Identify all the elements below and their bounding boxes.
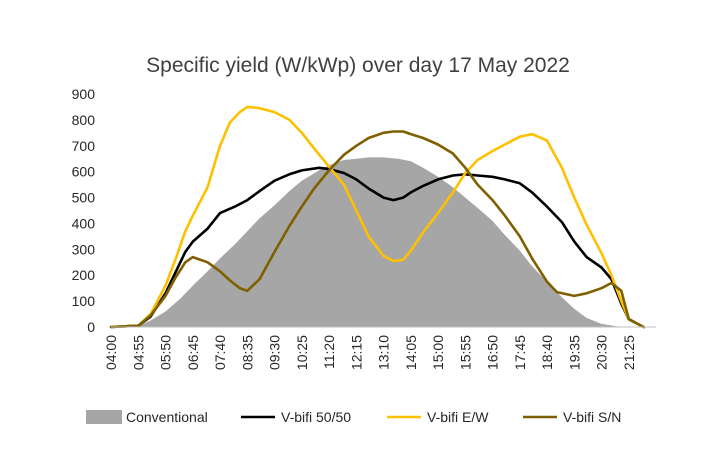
x-tick-label: 05:50 [158, 335, 174, 370]
x-tick-label: 14:05 [403, 335, 419, 370]
series-area-conventional [111, 157, 644, 327]
series-line-v-bifi-50-50 [109, 166, 645, 329]
x-tick-label: 04:55 [130, 335, 146, 370]
x-tick-label: 19:35 [566, 335, 582, 370]
y-tick-label: 800 [72, 112, 96, 128]
y-tick-label: 500 [72, 190, 96, 206]
series-line-v-bifi-e-w [109, 105, 645, 329]
y-tick-label: 400 [72, 215, 96, 231]
y-tick-label: 300 [72, 241, 96, 257]
x-tick-label: 12:15 [348, 335, 364, 370]
y-tick-label: 100 [72, 293, 96, 309]
legend-swatch [86, 410, 122, 424]
x-tick-label: 13:10 [376, 335, 392, 370]
legend-label: V-bifi 50/50 [281, 409, 351, 425]
x-tick-label: 21:25 [621, 335, 637, 370]
x-tick-label: 15:55 [457, 335, 473, 370]
x-tick-label: 17:45 [512, 335, 528, 370]
x-tick-label: 10:25 [294, 335, 310, 370]
legend-label: V-bifi S/N [563, 409, 621, 425]
plot-area [109, 105, 645, 329]
x-tick-label: 11:20 [321, 335, 337, 369]
x-tick-label: 15:00 [430, 335, 446, 370]
series-line-v-bifi-s-n [109, 130, 645, 329]
x-tick-label: 04:00 [103, 335, 119, 370]
x-tick-label: 07:40 [212, 335, 228, 370]
legend: Conventional V-bifi 50/50 V-bifi E/W V-bifi… [86, 409, 621, 425]
x-tick-label: 08:35 [239, 335, 255, 370]
legend-label: Conventional [126, 409, 208, 425]
x-tick-label: 06:45 [185, 335, 201, 370]
y-tick-label: 900 [72, 86, 96, 102]
x-tick-label: 20:30 [594, 335, 610, 370]
y-axis: 0 100 200 300 400 500 600 700 800 900 [72, 86, 96, 335]
x-tick-label: 16:50 [485, 335, 501, 370]
y-tick-label: 600 [72, 164, 96, 180]
chart-title: Specific yield (W/kWp) over day 17 May 2… [146, 54, 570, 77]
y-tick-label: 200 [72, 267, 96, 283]
x-axis: 04:00 04:55 05:50 06:45 07:40 08:35 09:30 10:25… [103, 326, 656, 370]
legend-label: V-bifi E/W [427, 409, 489, 425]
x-tick-label: 18:40 [539, 335, 555, 370]
y-tick-label: 700 [72, 138, 96, 154]
x-tick-label: 09:30 [267, 335, 283, 370]
y-tick-label: 0 [87, 319, 95, 335]
